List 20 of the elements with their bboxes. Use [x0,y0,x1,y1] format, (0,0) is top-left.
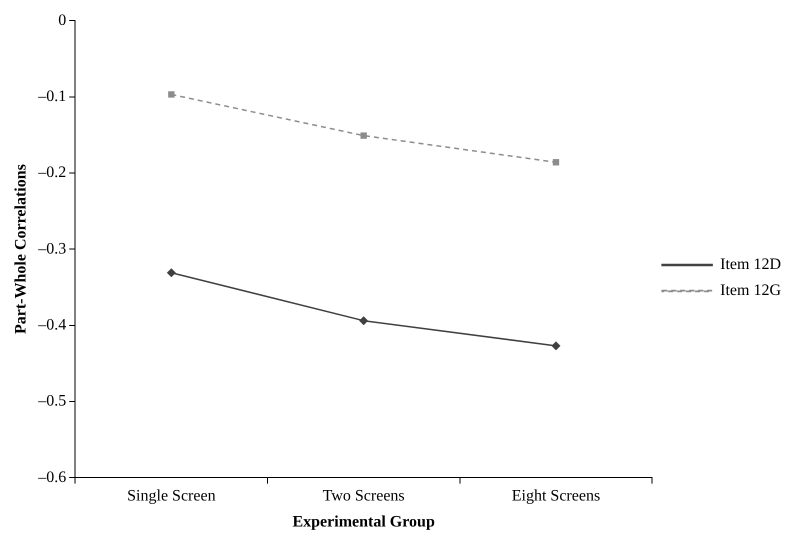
y-tick-label: –0.5 [37,392,66,410]
point [166,268,176,278]
x-tick-label: Two Screens [322,487,405,504]
y-tick-label: –0.2 [37,164,66,182]
x-tick-label: Eight Screens [512,487,600,504]
legend-label: Item 12G [720,282,782,300]
y-axis-title: Part-Whole Correlations [12,164,30,334]
x-tick-label: Single Screen [127,487,216,504]
y-tick-label: –0.1 [37,88,66,105]
y-tick-label: 0 [58,12,66,29]
point [360,132,367,139]
point [168,91,175,98]
x-axis-title: Experimental Group [292,514,435,531]
point [551,341,560,350]
y-tick-label: –0.3 [37,240,66,258]
y-tick-label: –0.4 [37,316,66,334]
y-tick-label: –0.6 [37,468,66,486]
point [552,159,560,166]
point [359,316,368,326]
legend-label: Item 12D [720,256,781,274]
